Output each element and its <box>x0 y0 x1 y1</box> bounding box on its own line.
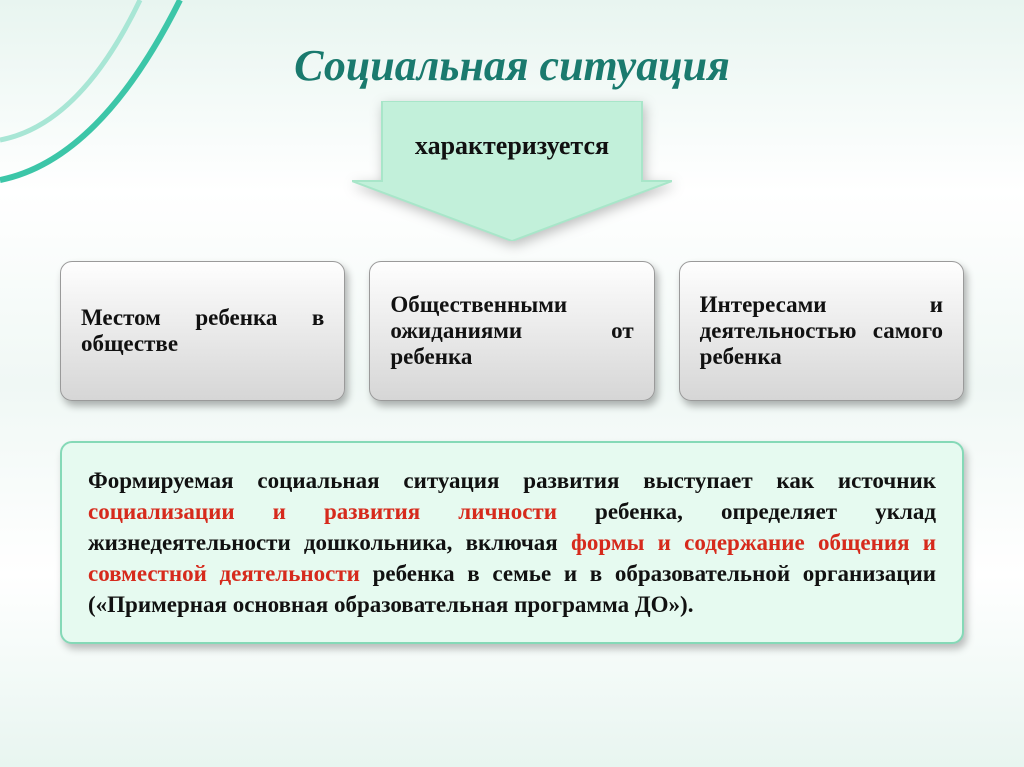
card-3-text: Интересами и деятельностью самого ребенк… <box>700 292 943 370</box>
card-1: Местом ребенка в обществе <box>60 261 345 401</box>
arrow-label: характеризуется <box>352 131 672 161</box>
page-title: Социальная ситуация <box>60 40 964 91</box>
card-3: Интересами и деятельностью самого ребенк… <box>679 261 964 401</box>
arrow-down: характеризуется <box>352 101 672 241</box>
card-2: Общественными ожиданиями от ребенка <box>369 261 654 401</box>
arrow-container: характеризуется <box>60 101 964 241</box>
card-row: Местом ребенка в обществе Общественными … <box>60 261 964 401</box>
slide: Социальная ситуация характеризуется Мест… <box>0 0 1024 767</box>
card-1-text: Местом ребенка в обществе <box>81 305 324 357</box>
arrow-down-icon <box>352 101 672 241</box>
card-2-text: Общественными ожиданиями от ребенка <box>390 292 633 370</box>
paragraph-text: Формируемая социальная ситуация развития… <box>88 465 936 620</box>
paragraph-card: Формируемая социальная ситуация развития… <box>60 441 964 644</box>
